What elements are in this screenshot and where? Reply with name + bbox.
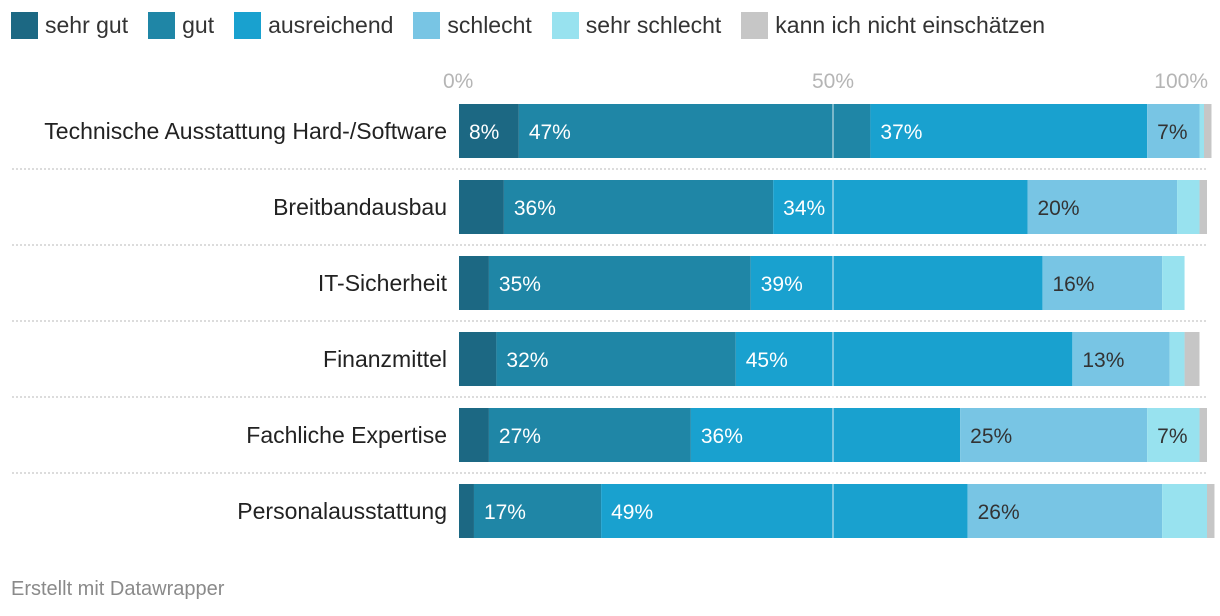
legend-item-schlecht: schlecht bbox=[413, 12, 532, 39]
legend-label: ausreichend bbox=[268, 12, 394, 38]
bar-segment-sehr-schlecht bbox=[1199, 104, 1205, 158]
legend-swatch bbox=[551, 12, 579, 39]
bar-segment-ausreichend bbox=[735, 332, 1073, 386]
bar-segment-gut bbox=[473, 484, 602, 538]
bars-layer bbox=[459, 104, 1215, 538]
legend-swatch bbox=[741, 12, 769, 39]
bar-segment-sehr-gut bbox=[459, 104, 519, 158]
x-tick-label: 100% bbox=[1154, 70, 1208, 93]
bar-segment-sehr-gut bbox=[459, 484, 474, 538]
data-label: 39% bbox=[761, 273, 803, 296]
data-label: 27% bbox=[499, 425, 541, 448]
data-label: 45% bbox=[746, 349, 788, 372]
data-label: 16% bbox=[1052, 273, 1094, 296]
bar-segment-gut bbox=[488, 256, 751, 310]
bar-segment-sehr-schlecht bbox=[1177, 180, 1200, 234]
data-label: 49% bbox=[611, 501, 653, 524]
bar-segment-kann-ich-nicht-einschaetzen bbox=[1184, 332, 1200, 386]
data-label: 35% bbox=[499, 273, 541, 296]
legend-swatch bbox=[234, 12, 262, 39]
bar-segment-kann-ich-nicht-einschaetzen bbox=[1207, 484, 1215, 538]
legend-item-sehr-schlecht: sehr schlecht bbox=[551, 12, 722, 39]
legend-label: gut bbox=[182, 12, 215, 38]
bar-segment-gut bbox=[496, 332, 736, 386]
bar-segment-sehr-gut bbox=[459, 332, 497, 386]
data-label: 8% bbox=[469, 121, 499, 144]
bar-segment-sehr-gut bbox=[459, 180, 504, 234]
labels-layer: 0% 50% 100% Technische Ausstattung Hard-/So… bbox=[44, 70, 1208, 524]
data-label: 20% bbox=[1037, 197, 1079, 220]
category-label: IT-Sicherheit bbox=[318, 270, 448, 296]
data-label: 7% bbox=[1157, 121, 1187, 144]
bar-segment-sehr-schlecht bbox=[1169, 332, 1185, 386]
data-label: 17% bbox=[484, 501, 526, 524]
bar-segment-schlecht bbox=[1042, 256, 1163, 310]
data-label: 13% bbox=[1082, 349, 1124, 372]
bar-segment-gut bbox=[518, 104, 871, 158]
data-label: 37% bbox=[880, 121, 922, 144]
category-label: Fachliche Expertise bbox=[246, 422, 447, 448]
legend-item-sehr-gut: sehr gut bbox=[11, 12, 128, 39]
bar-segment-schlecht bbox=[967, 484, 1163, 538]
category-label: Personalausstattung bbox=[237, 498, 447, 524]
bar-segment-ausreichend bbox=[773, 180, 1028, 234]
bar-segment-gut bbox=[503, 180, 774, 234]
legend-item-gut: gut bbox=[148, 12, 214, 39]
data-label: 36% bbox=[514, 197, 556, 220]
legend-label: kann ich nicht einschätzen bbox=[775, 12, 1046, 38]
bar-segment-sehr-schlecht bbox=[1162, 484, 1207, 538]
category-label: Technische Ausstattung Hard-/Software bbox=[44, 118, 447, 144]
bar-segment-ausreichend bbox=[870, 104, 1148, 158]
bar-segment-schlecht bbox=[1147, 104, 1200, 158]
legend-swatch bbox=[148, 12, 176, 39]
data-label: 36% bbox=[701, 425, 743, 448]
bar-segment-gut bbox=[488, 408, 691, 462]
bar-segment-sehr-gut bbox=[459, 408, 489, 462]
bar-segment-sehr-gut bbox=[459, 256, 489, 310]
bar-segment-sehr-schlecht bbox=[1147, 408, 1200, 462]
gridlines-layer bbox=[12, 97, 1207, 538]
data-label: 7% bbox=[1157, 425, 1187, 448]
bar-segment-sehr-schlecht bbox=[1162, 256, 1185, 310]
data-label: 47% bbox=[529, 121, 571, 144]
bar-segment-kann-ich-nicht-einschaetzen bbox=[1199, 408, 1207, 462]
legend: sehr gut gut ausreichend schlecht sehr schle… bbox=[11, 12, 1065, 39]
data-label: 34% bbox=[783, 197, 825, 220]
category-label: Breitbandausbau bbox=[273, 194, 447, 220]
legend-label: sehr gut bbox=[45, 12, 129, 38]
category-label: Finanzmittel bbox=[323, 346, 447, 372]
legend-swatch bbox=[413, 12, 441, 39]
bar-segment-ausreichend bbox=[690, 408, 961, 462]
legend-label: schlecht bbox=[447, 12, 532, 38]
data-label: 25% bbox=[970, 425, 1012, 448]
footer-credit: Erstellt mit Datawrapper bbox=[11, 578, 225, 600]
legend-item-ausreichend: ausreichend bbox=[234, 12, 393, 39]
bar-segment-schlecht bbox=[1027, 180, 1178, 234]
bar-segment-kann-ich-nicht-einschaetzen bbox=[1199, 180, 1207, 234]
data-label: 32% bbox=[506, 349, 548, 372]
x-tick-label: 50% bbox=[812, 70, 854, 93]
bar-segment-schlecht bbox=[1072, 332, 1170, 386]
legend-swatch bbox=[11, 12, 38, 39]
bar-segment-ausreichend bbox=[601, 484, 968, 538]
data-label: 26% bbox=[978, 501, 1020, 524]
x-tick-label: 0% bbox=[443, 70, 473, 93]
legend-item-kann-ich-nicht-einschaetzen: kann ich nicht einschätzen bbox=[741, 12, 1045, 39]
bar-segment-schlecht bbox=[960, 408, 1148, 462]
bar-segment-kann-ich-nicht-einschaetzen bbox=[1204, 104, 1212, 158]
bar-segment-ausreichend bbox=[750, 256, 1043, 310]
legend-label: sehr schlecht bbox=[585, 12, 722, 38]
